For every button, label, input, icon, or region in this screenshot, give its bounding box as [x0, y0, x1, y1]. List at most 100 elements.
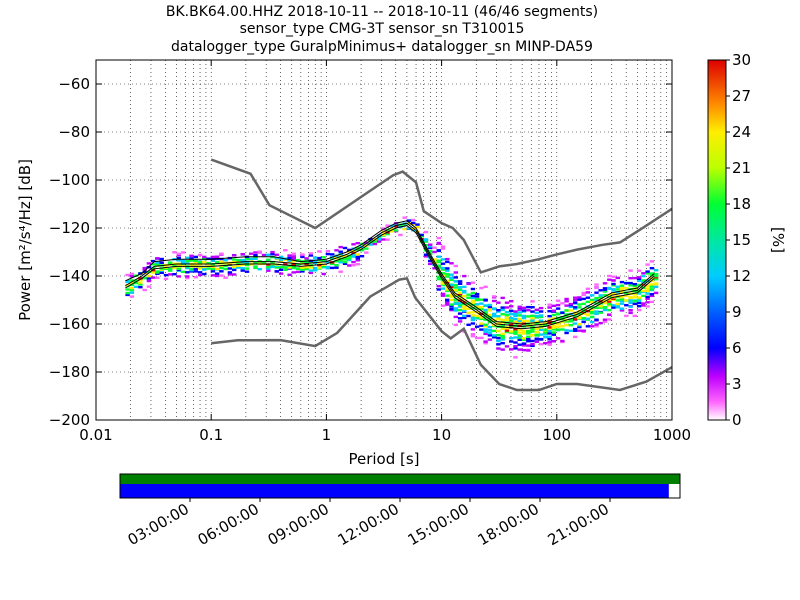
- heatmap-cell: [462, 291, 467, 294]
- heatmap-cell: [457, 305, 463, 308]
- heatmap-cell: [146, 274, 152, 278]
- heatmap-cell: [496, 347, 501, 350]
- heatmap-cell: [551, 324, 556, 327]
- heatmap-cell: [538, 343, 544, 346]
- heatmap-cell: [500, 306, 505, 309]
- heatmap-cell: [210, 267, 216, 271]
- heatmap-cell: [415, 223, 420, 226]
- heatmap-cell: [185, 266, 190, 270]
- heatmap-cell: [594, 306, 599, 310]
- heatmap-cell: [543, 333, 548, 336]
- heatmap-cell: [440, 266, 446, 270]
- heatmap-cell: [470, 322, 476, 325]
- heatmap-cell: [521, 306, 527, 309]
- heatmap-cell: [266, 269, 271, 272]
- heatmap-cell: [402, 216, 407, 219]
- heatmap-cell: [551, 326, 556, 329]
- heatmap-cell: [428, 259, 433, 263]
- heatmap-cell: [470, 310, 476, 314]
- heatmap-cell: [547, 315, 552, 318]
- heatmap-cell: [244, 263, 250, 267]
- heatmap-cell: [645, 297, 650, 300]
- heatmap-cell: [483, 318, 488, 321]
- heatmap-cell: [197, 261, 203, 264]
- heatmap-cell: [300, 266, 305, 269]
- heatmap-cell: [355, 246, 360, 250]
- heatmap-cell: [406, 219, 412, 222]
- heatmap-cell: [428, 245, 433, 248]
- timeline-tick-label: 03:00:00: [125, 500, 192, 549]
- heatmap-cell: [283, 266, 288, 269]
- heatmap-cell: [163, 273, 169, 277]
- timeline-bottom-bar: [120, 484, 669, 498]
- heatmap-cell: [474, 316, 480, 319]
- heatmap-cell: [530, 300, 535, 303]
- heatmap-cell: [193, 267, 198, 271]
- heatmap-cell: [266, 258, 271, 261]
- heatmap-cell: [180, 251, 186, 254]
- heatmap-cell: [500, 342, 505, 345]
- heatmap-cell: [585, 317, 591, 320]
- heatmap-cell: [240, 269, 245, 272]
- timeline-tick-label: 15:00:00: [405, 500, 472, 549]
- heatmap-cell: [155, 276, 160, 279]
- heatmap-cell: [555, 318, 561, 321]
- heatmap-cell: [449, 303, 454, 306]
- heatmap-cell: [479, 307, 484, 310]
- heatmap-cell: [607, 293, 612, 297]
- heatmap-cell: [483, 298, 488, 301]
- heatmap-cell: [526, 305, 531, 309]
- heatmap-cell: [487, 338, 493, 341]
- heatmap-cell: [573, 301, 578, 304]
- heatmap-cell: [483, 304, 488, 307]
- heatmap-cell: [645, 289, 650, 293]
- heatmap-cell: [602, 290, 608, 293]
- heatmap-cell: [530, 328, 535, 331]
- heatmap-cell: [581, 312, 586, 315]
- heatmap-cell: [436, 236, 441, 240]
- heatmap-cell: [449, 285, 454, 288]
- heatmap-cell: [445, 267, 450, 270]
- heatmap-cell: [151, 266, 156, 270]
- heatmap-cell: [436, 288, 441, 291]
- heatmap-cell: [619, 295, 625, 298]
- heatmap-cell: [534, 316, 539, 319]
- heatmap-cell: [504, 345, 510, 348]
- heatmap-cell: [653, 273, 659, 276]
- heatmap-cell: [253, 254, 258, 257]
- heatmap-cell: [436, 266, 441, 269]
- heatmap-cell: [636, 308, 642, 312]
- heatmap-cell: [474, 295, 480, 298]
- heatmap-cell: [649, 272, 655, 275]
- heatmap-cell: [138, 286, 143, 289]
- heatmap-cell: [543, 328, 548, 331]
- heatmap-cell: [641, 294, 646, 298]
- heatmap-cell: [492, 329, 497, 333]
- heatmap-cell: [321, 263, 326, 266]
- heatmap-cell: [624, 291, 629, 295]
- heatmap-cell: [436, 241, 441, 245]
- heatmap-cell: [594, 283, 599, 286]
- heatmap-cell: [573, 315, 578, 318]
- heatmap-cell: [607, 278, 612, 281]
- heatmap-cell: [232, 268, 237, 272]
- heatmap-cell: [547, 342, 552, 345]
- heatmap-cell: [470, 333, 476, 336]
- heatmap-cell: [342, 258, 348, 261]
- heatmap-cell: [411, 218, 416, 222]
- heatmap-cell: [568, 329, 574, 332]
- heatmap-cell: [155, 263, 160, 266]
- heatmap-cell: [347, 250, 352, 253]
- heatmap-cell: [517, 348, 522, 351]
- heatmap-cell: [428, 262, 433, 266]
- heatmap-cell: [615, 299, 620, 302]
- y-tick-label: −180: [49, 363, 90, 381]
- heatmap-cell: [317, 256, 322, 260]
- heatmap-cell: [521, 344, 527, 347]
- heatmap-cell: [470, 318, 476, 322]
- heatmap-cell: [526, 349, 531, 352]
- heatmap-cell: [355, 242, 360, 245]
- colorbar: 0 3 6 9 12 15 18 21 24 27 30 [%]: [707, 51, 787, 429]
- heatmap-cell: [543, 321, 548, 324]
- heatmap-cell: [594, 286, 599, 290]
